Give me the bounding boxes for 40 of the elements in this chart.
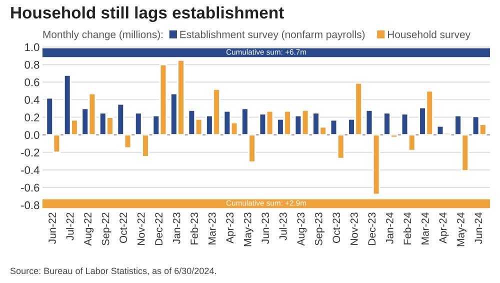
- x-tick-label: Jan-23: [172, 212, 180, 244]
- x-tick-label: Aug-23: [297, 212, 307, 246]
- y-tick-label: 0.4: [24, 96, 40, 104]
- x-tick-label: Aug-22: [84, 212, 94, 246]
- y-tick-label: -0.8: [21, 201, 40, 210]
- legend-label: Establishment survey (nonfarm payrolls): [180, 30, 365, 40]
- y-tick-label: -0.4: [21, 166, 40, 174]
- x-tick-label: Feb-23: [190, 212, 198, 244]
- x-tick-label: Sep-22: [102, 212, 112, 246]
- x-tick-label: Jun-22: [48, 212, 56, 244]
- x-tick-label: Feb-24: [403, 212, 412, 244]
- y-tick-label: 0.6: [24, 78, 40, 86]
- legend-title: Monthly change (millions):: [43, 30, 163, 40]
- y-tick-label: 0.8: [24, 60, 40, 69]
- x-tick-label: Sep-23: [314, 212, 324, 246]
- x-tick-label: Jul-22: [66, 212, 74, 240]
- y-tick-label: -0.2: [21, 148, 40, 156]
- x-tick-label: May-24: [457, 212, 466, 246]
- x-tick-label: Nov-23: [350, 212, 358, 245]
- x-tick-label: Mar-23: [208, 212, 216, 244]
- x-tick-label: Oct-22: [120, 212, 127, 243]
- x-tick-label: Jan-24: [386, 212, 394, 244]
- chart-title: Household still lags establishment: [11, 6, 284, 22]
- x-tick-label: Mar-24: [421, 212, 429, 244]
- source-note: Source: Bureau of Labor Statistics, as of 6/30/2024.: [10, 267, 216, 276]
- x-tick-label: May-23: [244, 212, 254, 246]
- x-tick-label: Dec-22: [155, 212, 162, 245]
- legend-label: Household survey: [388, 30, 470, 40]
- x-tick-label: Jun-23: [262, 212, 270, 244]
- x-tick-label: Jun-24: [474, 212, 482, 244]
- x-tick-label: Apr-24: [439, 212, 449, 244]
- y-tick-label: 0.2: [24, 114, 40, 122]
- x-tick-label: Apr-23: [226, 212, 236, 244]
- y-tick-label: 0.0: [24, 131, 40, 139]
- x-tick-label: Oct-23: [332, 212, 340, 243]
- x-tick-label: Jul-23: [279, 212, 287, 240]
- x-tick-label: Dec-23: [368, 212, 376, 245]
- y-tick-label: 1.0: [25, 43, 40, 52]
- y-tick-label: -0.6: [21, 184, 40, 192]
- x-tick-label: Nov-22: [137, 212, 145, 245]
